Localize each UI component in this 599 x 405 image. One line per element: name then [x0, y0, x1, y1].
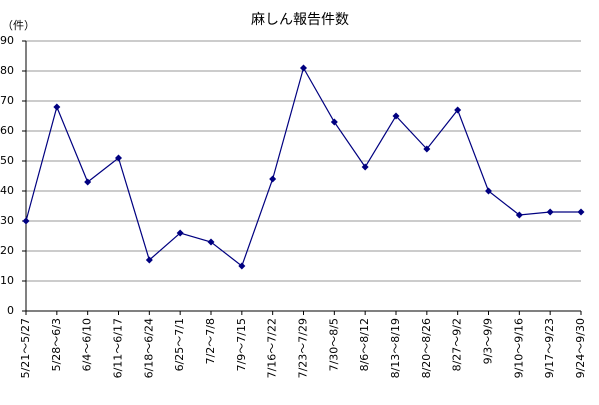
x-tick-label: 7/23～7/29: [297, 318, 310, 378]
y-tick-label: 20: [0, 244, 14, 257]
x-tick-label: 7/16～7/22: [266, 318, 279, 378]
chart-title: 麻しん報告件数: [251, 12, 349, 28]
y-tick-label: 50: [0, 154, 14, 167]
y-tick-label: 0: [7, 304, 14, 317]
y-tick-label: 90: [0, 34, 14, 47]
x-tick-label: 8/27～9/2: [451, 318, 464, 371]
y-axis-label: （件）: [2, 19, 35, 32]
x-tick-label: 8/6～8/12: [358, 318, 371, 371]
y-tick-label: 40: [0, 184, 14, 197]
x-tick-label: 8/20～8/26: [420, 318, 433, 378]
point-marker: [454, 106, 462, 114]
x-tick-label: 7/2～7/8: [204, 318, 217, 364]
point-marker: [423, 145, 431, 153]
x-tick-label: 9/24～9/30: [574, 318, 587, 378]
y-tick-label: 30: [0, 214, 14, 227]
x-tick-label: 9/17～9/23: [543, 318, 556, 378]
x-tick-label: 6/11～6/17: [112, 318, 125, 378]
x-tick-label: 6/18～6/24: [142, 318, 155, 378]
point-marker: [300, 64, 307, 72]
point-marker: [392, 112, 400, 120]
x-tick-label: 6/4～6/10: [81, 318, 94, 371]
point-marker: [269, 175, 277, 183]
point-marker: [53, 103, 61, 111]
point-marker: [238, 262, 246, 270]
y-tick-label: 60: [0, 124, 14, 137]
y-tick-label: 10: [0, 274, 14, 287]
series-line: [25, 66, 581, 267]
point-marker: [207, 238, 215, 246]
x-tick-label: 9/10～9/16: [512, 318, 525, 378]
x-tick-label: 9/3～9/9: [482, 318, 495, 364]
point-marker: [84, 178, 92, 186]
point-marker: [577, 208, 585, 216]
x-tick-label: 7/30～8/5: [327, 318, 340, 371]
point-marker: [330, 118, 338, 126]
y-tick-label: 70: [0, 94, 14, 107]
x-tick-label: 6/25～7/1: [173, 318, 186, 371]
point-marker: [515, 211, 523, 219]
point-marker: [22, 217, 30, 225]
x-tick-label: 5/28～6/3: [50, 318, 63, 371]
point-marker: [145, 256, 153, 264]
x-tick-label: 5/21～5/27: [19, 318, 32, 378]
point-marker: [485, 187, 492, 195]
x-tick-label: 8/13～8/19: [389, 318, 402, 378]
y-tick-label: 80: [0, 64, 14, 77]
point-marker: [115, 154, 122, 162]
point-marker: [361, 163, 369, 171]
point-marker: [546, 208, 554, 216]
point-marker: [176, 229, 184, 237]
x-tick-label: 7/9～7/15: [235, 318, 248, 371]
